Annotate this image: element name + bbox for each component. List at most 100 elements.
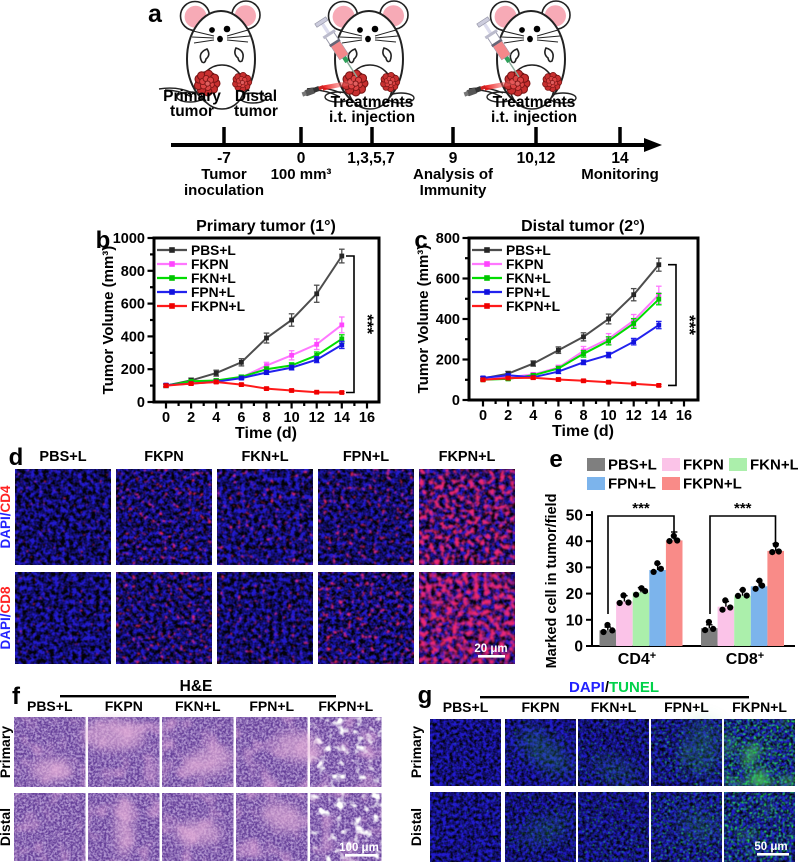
svg-text:FKPN+L: FKPN+L	[506, 299, 560, 314]
svg-text:FPN+L: FPN+L	[191, 285, 235, 300]
svg-text:PBS+L: PBS+L	[39, 449, 86, 465]
svg-text:Tumor: Tumor	[201, 166, 247, 183]
svg-text:f: f	[12, 683, 21, 710]
svg-text:FKN+L: FKN+L	[191, 271, 236, 286]
svg-text:FPN+L: FPN+L	[249, 698, 294, 714]
svg-text:Time (d): Time (d)	[552, 423, 614, 440]
svg-text:10: 10	[284, 410, 300, 426]
svg-text:PBS+L: PBS+L	[506, 243, 551, 258]
svg-text:FPN+L: FPN+L	[506, 285, 550, 300]
svg-text:8: 8	[579, 408, 587, 424]
svg-text:FKPN: FKPN	[105, 698, 143, 714]
svg-text:0: 0	[162, 410, 170, 426]
svg-text:c: c	[414, 227, 427, 254]
svg-text:16: 16	[676, 408, 692, 424]
svg-text:FKPN: FKPN	[506, 257, 544, 272]
svg-text:tumor: tumor	[234, 103, 278, 120]
svg-text:Treatments: Treatments	[331, 94, 414, 111]
svg-text:50: 50	[566, 508, 583, 525]
svg-text:800: 800	[121, 264, 145, 280]
svg-text:Distal: Distal	[0, 808, 13, 846]
svg-text:6: 6	[237, 410, 245, 426]
svg-text:14: 14	[651, 408, 667, 424]
svg-text:20 μm: 20 μm	[474, 643, 507, 655]
svg-text:10: 10	[566, 612, 583, 629]
svg-text:16: 16	[359, 410, 375, 426]
svg-text:e: e	[549, 446, 562, 473]
svg-text:Tumor Volume (mm³): Tumor Volume (mm³)	[100, 246, 117, 395]
svg-text:FPN+L: FPN+L	[608, 476, 656, 493]
svg-text:200: 200	[121, 362, 145, 378]
svg-text:FKPN+L: FKPN+L	[191, 299, 245, 314]
svg-text:20: 20	[566, 586, 583, 603]
svg-text:Analysis of: Analysis of	[413, 166, 494, 183]
svg-text:800: 800	[436, 231, 460, 247]
svg-text:Treatments: Treatments	[493, 94, 576, 111]
svg-text:tumor: tumor	[170, 103, 214, 120]
svg-text:12: 12	[309, 410, 325, 426]
svg-text:Primary: Primary	[408, 726, 424, 778]
svg-text:Distal: Distal	[235, 88, 277, 105]
svg-text:0: 0	[574, 639, 583, 656]
svg-text:1000: 1000	[113, 231, 145, 247]
svg-text:FKPN: FKPN	[521, 699, 559, 715]
svg-text:H&E: H&E	[180, 678, 213, 695]
svg-text:CD4+: CD4+	[618, 650, 656, 668]
svg-text:10: 10	[601, 408, 617, 424]
svg-text:14: 14	[611, 150, 629, 167]
svg-text:Marked cell in tumor/field: Marked cell in tumor/field	[544, 494, 560, 669]
svg-text:0: 0	[297, 150, 306, 167]
svg-text:8: 8	[262, 410, 270, 426]
svg-text:FKPN+L: FKPN+L	[318, 698, 373, 714]
svg-text:400: 400	[121, 329, 145, 345]
svg-text:6: 6	[554, 408, 562, 424]
svg-text:2: 2	[187, 410, 195, 426]
svg-text:4: 4	[529, 408, 537, 424]
svg-text:***: ***	[680, 315, 699, 335]
svg-text:Tumor Volume (mm³): Tumor Volume (mm³)	[415, 245, 432, 394]
svg-text:9: 9	[449, 150, 458, 167]
svg-text:PBS+L: PBS+L	[27, 698, 73, 714]
svg-text:FPN+L: FPN+L	[664, 699, 709, 715]
svg-text:FKN+L: FKN+L	[591, 699, 637, 715]
svg-text:0: 0	[137, 395, 145, 411]
svg-text:inoculation: inoculation	[184, 182, 264, 199]
svg-text:Distal: Distal	[408, 808, 424, 846]
svg-text:FPN+L: FPN+L	[343, 449, 389, 465]
svg-text:0: 0	[452, 393, 460, 409]
svg-text:2: 2	[504, 408, 512, 424]
svg-text:Immunity: Immunity	[420, 182, 487, 199]
svg-text:FKN+L: FKN+L	[241, 449, 288, 465]
svg-text:Primary: Primary	[0, 726, 13, 778]
svg-text:PBS+L: PBS+L	[608, 457, 657, 474]
svg-text:g: g	[418, 682, 433, 709]
svg-text:600: 600	[436, 272, 460, 288]
svg-text:***: ***	[358, 314, 377, 334]
svg-text:1,3,5,7: 1,3,5,7	[347, 150, 394, 167]
svg-text:100 mm³: 100 mm³	[271, 166, 332, 183]
svg-text:FKPN+L: FKPN+L	[439, 449, 496, 465]
svg-text:4: 4	[212, 410, 220, 426]
svg-text:40: 40	[566, 534, 583, 551]
svg-text:Monitoring: Monitoring	[581, 166, 658, 183]
svg-text:200: 200	[436, 353, 460, 369]
svg-text:FKPN: FKPN	[683, 457, 724, 474]
svg-text:400: 400	[436, 312, 460, 328]
svg-text:100 μm: 100 μm	[339, 842, 379, 854]
svg-text:FKN+L: FKN+L	[506, 271, 551, 286]
svg-text:a: a	[148, 0, 163, 28]
svg-text:-7: -7	[217, 150, 231, 167]
svg-text:PBS+L: PBS+L	[191, 243, 236, 258]
svg-text:FKPN+L: FKPN+L	[732, 699, 787, 715]
svg-text:DAPI/TUNEL: DAPI/TUNEL	[569, 679, 659, 696]
svg-text:PBS+L: PBS+L	[443, 699, 489, 715]
svg-text:FKPN: FKPN	[191, 257, 229, 272]
svg-text:50 μm: 50 μm	[754, 841, 787, 853]
svg-text:d: d	[9, 444, 24, 471]
svg-text:DAPI/CD4: DAPI/CD4	[0, 485, 13, 549]
svg-text:10,12: 10,12	[517, 150, 556, 167]
svg-text:Distal tumor (2°): Distal tumor (2°)	[521, 218, 645, 235]
svg-text:30: 30	[566, 560, 583, 577]
svg-text:b: b	[96, 227, 111, 254]
svg-text:600: 600	[121, 297, 145, 313]
